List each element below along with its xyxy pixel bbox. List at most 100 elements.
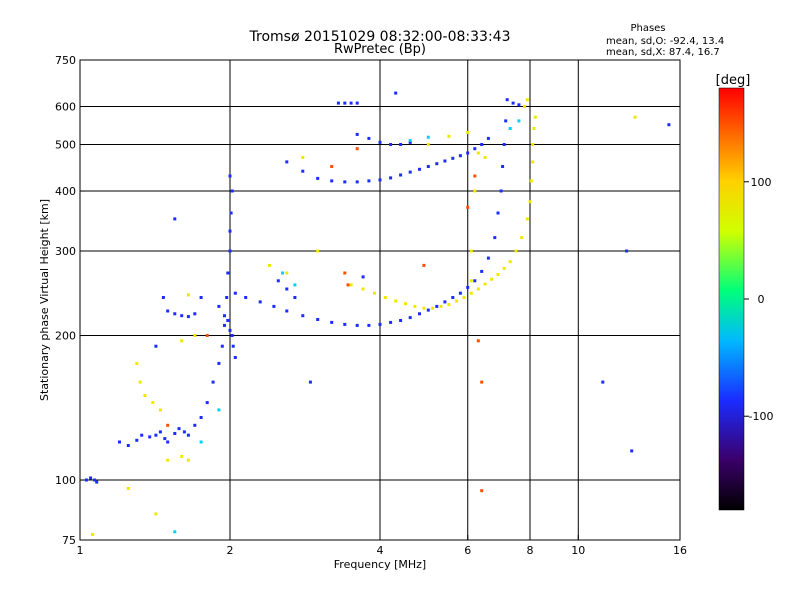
data-point bbox=[469, 249, 473, 253]
data-point bbox=[473, 189, 477, 193]
data-point bbox=[225, 296, 229, 299]
data-point bbox=[496, 273, 500, 276]
data-point bbox=[389, 143, 393, 146]
data-point bbox=[373, 291, 376, 295]
x-tick-label: 10 bbox=[571, 544, 585, 557]
data-point bbox=[451, 156, 455, 160]
data-point bbox=[84, 478, 88, 482]
stats-o-line: mean, sd,O: -92.4, 13.4 bbox=[606, 36, 724, 47]
data-point bbox=[394, 91, 398, 95]
data-point bbox=[355, 147, 359, 151]
data-point bbox=[504, 119, 508, 123]
data-point bbox=[480, 143, 484, 146]
data-point bbox=[633, 115, 637, 119]
data-point bbox=[89, 476, 93, 480]
data-point bbox=[435, 304, 439, 308]
x-axis-label: Frequency [MHz] bbox=[334, 558, 426, 571]
data-point bbox=[458, 154, 462, 158]
data-point bbox=[422, 263, 426, 267]
data-point bbox=[439, 304, 443, 308]
data-point bbox=[496, 211, 500, 215]
x-axis-ticks: 1 2 4 6 8 10 16 bbox=[77, 535, 687, 557]
data-point bbox=[177, 427, 181, 431]
data-point bbox=[228, 249, 232, 253]
data-point bbox=[293, 283, 297, 287]
data-point bbox=[228, 229, 232, 233]
data-point bbox=[466, 285, 470, 289]
data-point bbox=[285, 287, 289, 291]
data-point bbox=[469, 279, 473, 283]
data-point bbox=[505, 98, 509, 102]
data-point bbox=[499, 189, 503, 193]
data-point bbox=[367, 323, 371, 327]
data-point bbox=[143, 394, 147, 397]
data-point bbox=[418, 312, 421, 316]
data-point bbox=[230, 189, 234, 193]
data-point bbox=[229, 211, 233, 215]
data-point bbox=[480, 489, 484, 493]
data-point bbox=[508, 127, 512, 130]
data-point bbox=[517, 103, 521, 107]
data-point bbox=[361, 275, 365, 279]
data-point bbox=[532, 127, 536, 130]
data-point bbox=[476, 339, 480, 343]
data-point bbox=[361, 287, 365, 291]
data-point bbox=[126, 487, 130, 490]
data-point bbox=[490, 277, 494, 281]
data-point bbox=[426, 165, 430, 168]
data-point bbox=[525, 98, 529, 102]
y-tick-label: 600 bbox=[55, 101, 76, 114]
data-point bbox=[330, 320, 334, 324]
data-point bbox=[473, 147, 477, 151]
data-point bbox=[301, 314, 305, 318]
data-point bbox=[502, 266, 506, 270]
data-point bbox=[483, 282, 487, 286]
data-point bbox=[389, 176, 393, 180]
data-point bbox=[528, 200, 532, 204]
data-point bbox=[186, 315, 190, 319]
data-point bbox=[486, 136, 490, 140]
data-point bbox=[199, 416, 203, 419]
data-point bbox=[667, 123, 671, 127]
data-point bbox=[458, 291, 462, 295]
data-point bbox=[343, 180, 347, 184]
data-point bbox=[367, 136, 371, 140]
data-point bbox=[285, 309, 289, 313]
data-point bbox=[330, 165, 334, 168]
data-point bbox=[233, 356, 237, 359]
data-point bbox=[413, 304, 417, 308]
y-tick-label: 75 bbox=[62, 534, 76, 547]
y-axis-ticks: 75 100 200 300 400 500 600 750 bbox=[55, 54, 85, 547]
data-point bbox=[93, 478, 97, 482]
data-point bbox=[186, 433, 190, 437]
data-point bbox=[158, 408, 162, 412]
y-tick-label: 500 bbox=[55, 139, 76, 152]
data-point bbox=[161, 296, 165, 299]
data-point bbox=[399, 143, 403, 146]
data-point bbox=[154, 512, 158, 516]
colorbar-ticks: 100 0 -100 bbox=[744, 176, 773, 423]
data-point bbox=[151, 401, 155, 405]
colorbar-tick-label: 100 bbox=[751, 176, 772, 189]
data-point bbox=[473, 174, 477, 178]
data-point bbox=[408, 316, 412, 320]
data-point bbox=[511, 101, 515, 105]
data-point bbox=[523, 105, 526, 108]
data-point bbox=[180, 339, 184, 343]
data-point bbox=[355, 101, 359, 105]
x-tick-label: 6 bbox=[464, 544, 471, 557]
y-tick-label: 100 bbox=[55, 474, 76, 487]
data-point bbox=[343, 101, 347, 105]
data-point bbox=[268, 263, 271, 267]
data-point bbox=[330, 179, 334, 183]
data-point bbox=[193, 423, 197, 427]
data-point bbox=[476, 287, 480, 291]
data-point bbox=[173, 312, 177, 316]
x-tick-label: 8 bbox=[527, 544, 534, 557]
data-point bbox=[349, 283, 353, 287]
data-point bbox=[346, 283, 350, 287]
data-point bbox=[343, 271, 347, 275]
data-point bbox=[435, 162, 439, 166]
data-point bbox=[408, 140, 412, 144]
stats-heading: Phases bbox=[630, 23, 665, 34]
